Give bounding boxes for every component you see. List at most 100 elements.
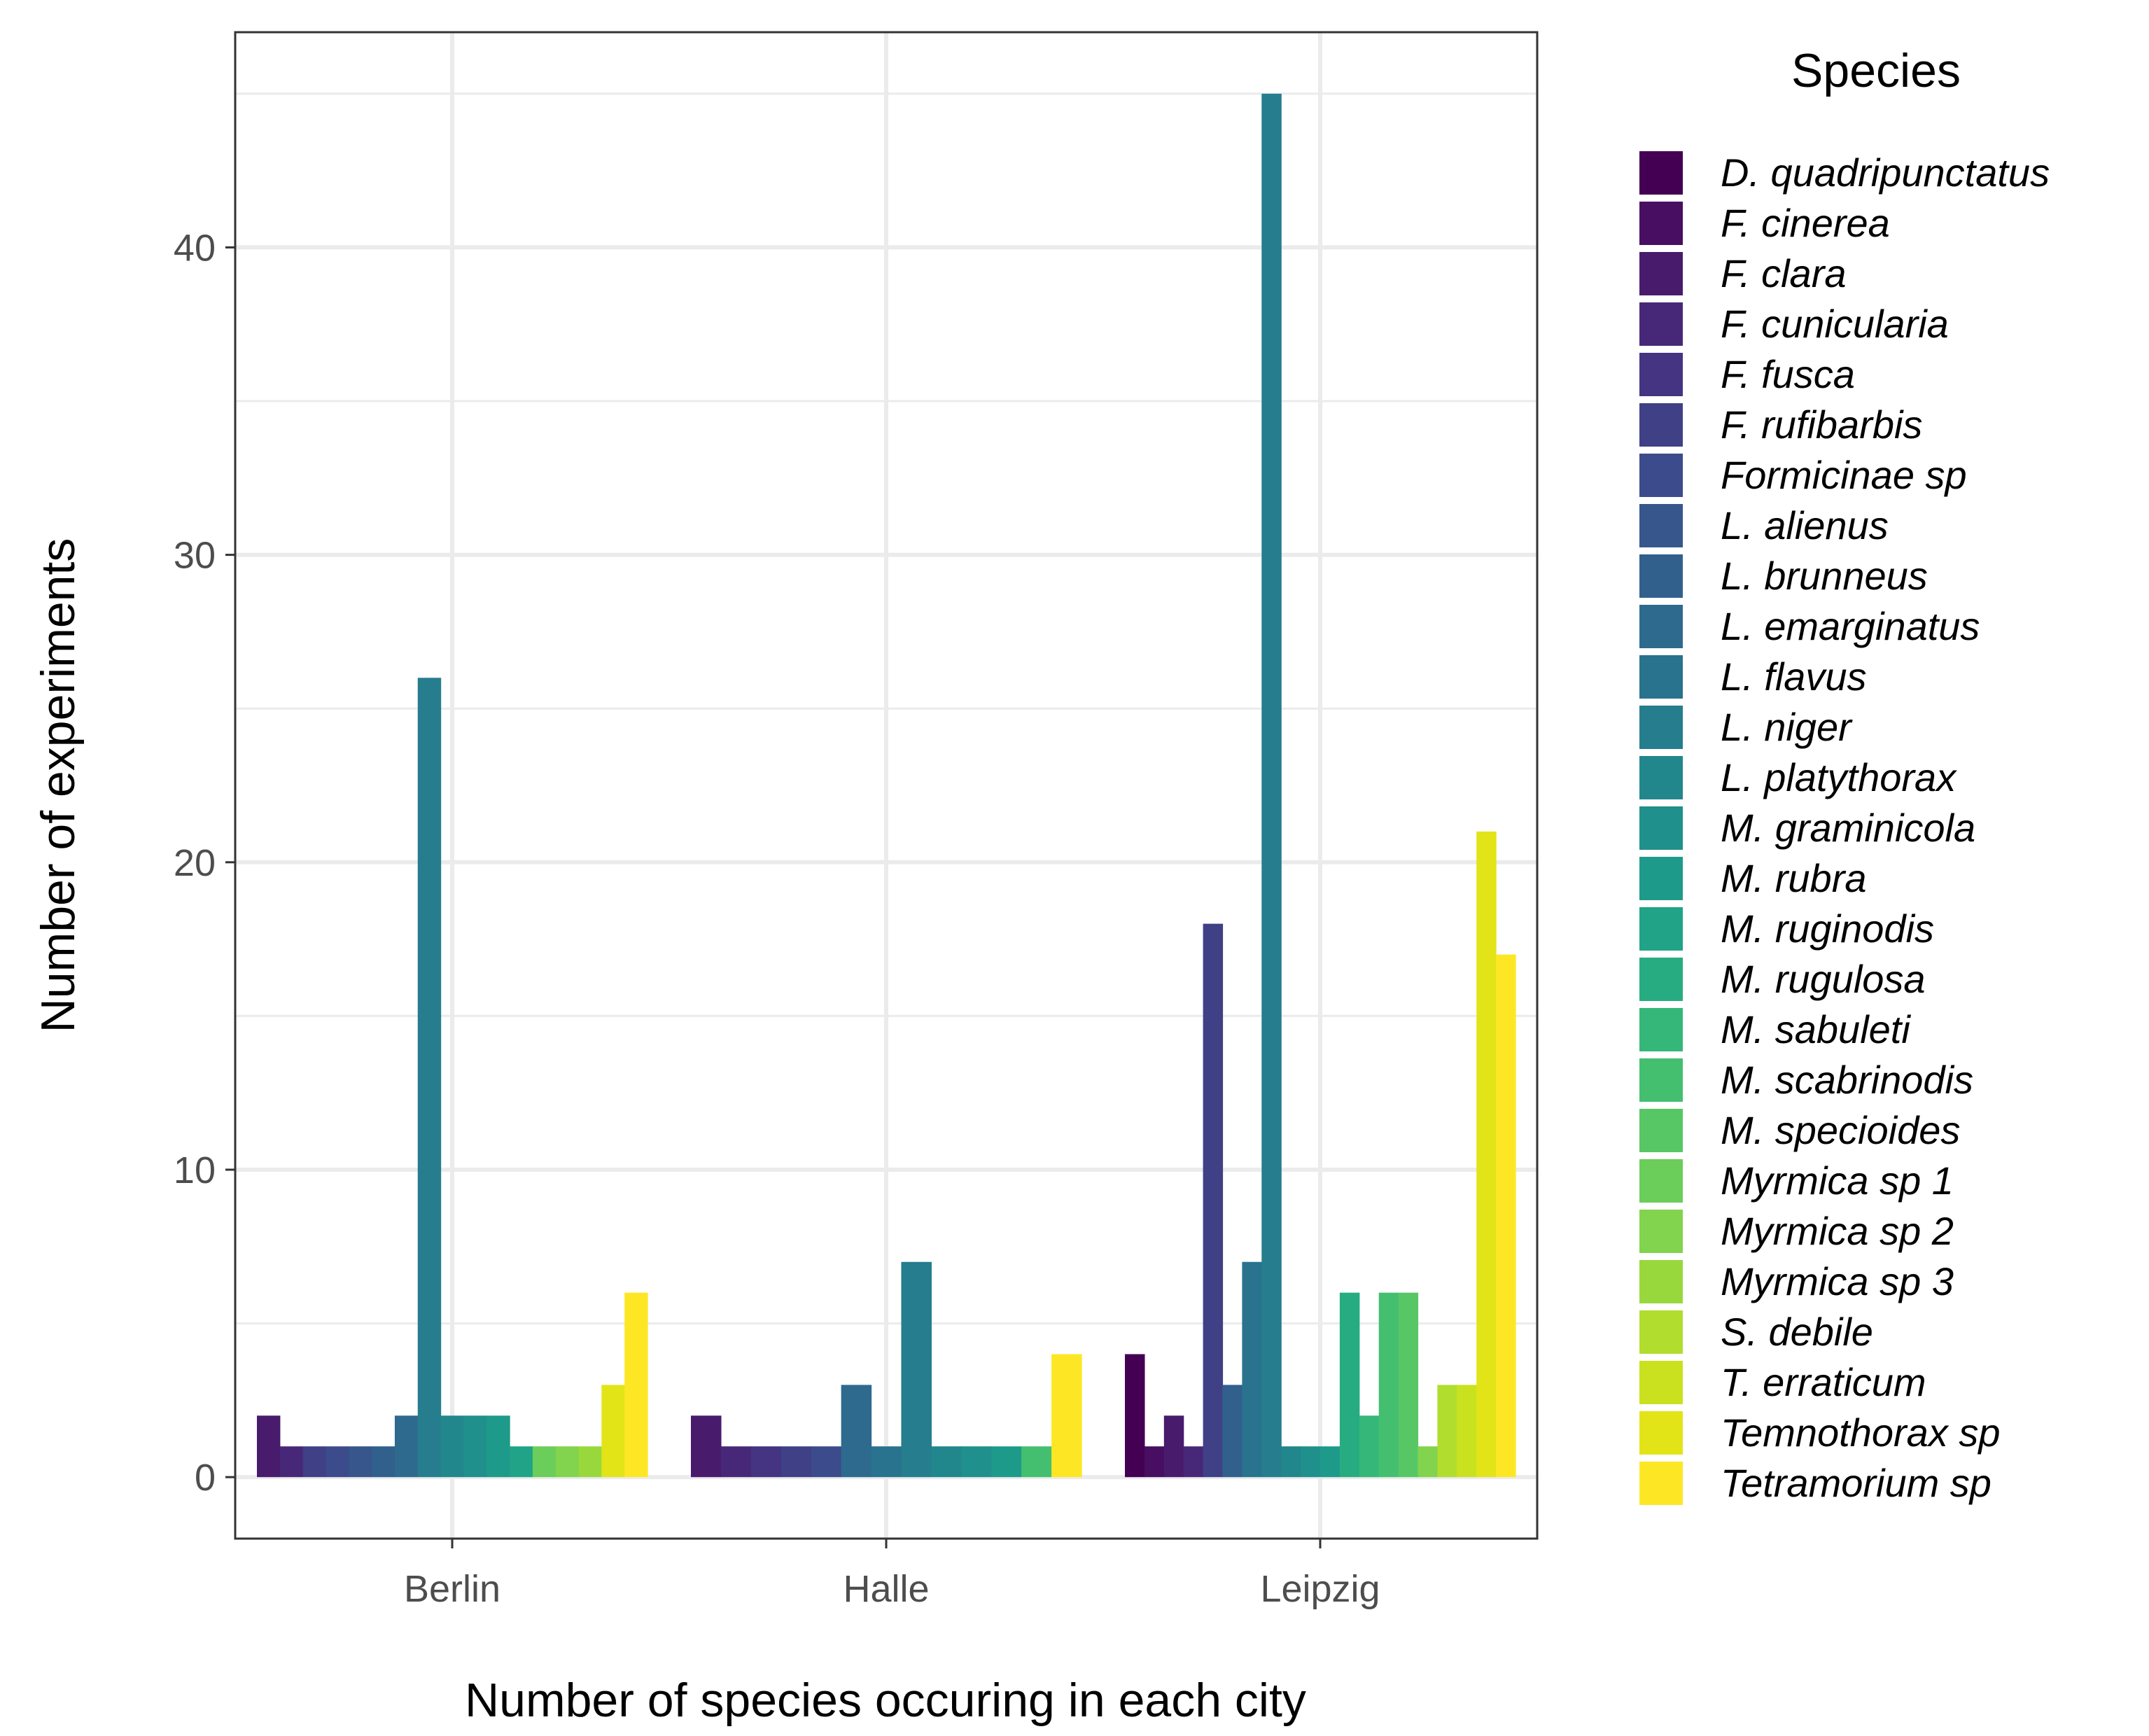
legend-key	[1639, 1210, 1683, 1253]
bar	[1051, 1354, 1082, 1478]
bar	[1222, 1385, 1242, 1478]
bar	[1339, 1292, 1360, 1478]
bar	[780, 1446, 812, 1478]
legend-label: F. cunicularia	[1721, 302, 1949, 346]
legend-label: M. rubra	[1721, 856, 1867, 900]
bar	[1437, 1385, 1457, 1478]
legend-label: S. debile	[1721, 1310, 1873, 1354]
bar	[463, 1415, 487, 1478]
legend-label: M. sabuleti	[1721, 1007, 1911, 1051]
legend-label: L. platythorax	[1721, 755, 1957, 799]
x-tick-labels: Berlin Halle Leipzig	[404, 1568, 1380, 1610]
y-tick-label: 10	[174, 1149, 216, 1191]
legend-label: Myrmica sp 2	[1721, 1209, 1954, 1253]
bar	[1476, 831, 1497, 1478]
legend-label: L. brunneus	[1721, 554, 1928, 598]
bar	[1261, 93, 1282, 1478]
legend-label: L. emarginatus	[1721, 604, 1980, 648]
bar	[326, 1446, 349, 1478]
bar	[1378, 1292, 1399, 1478]
legend-key	[1639, 806, 1683, 850]
legend-label: F. fusca	[1721, 352, 1855, 396]
legend-key	[1639, 454, 1683, 497]
legend-key	[1639, 151, 1683, 195]
legend-key	[1639, 403, 1683, 447]
bar	[1418, 1446, 1438, 1478]
legend-label: Temnothorax sp	[1721, 1410, 2001, 1455]
bar	[1144, 1446, 1165, 1478]
legend-label: Myrmica sp 1	[1721, 1158, 1954, 1203]
legend-key	[1639, 202, 1683, 245]
bar	[417, 678, 442, 1478]
legend-key	[1639, 1008, 1683, 1051]
legend-key	[1639, 605, 1683, 648]
bar	[555, 1446, 580, 1478]
legend-key	[1639, 1058, 1683, 1102]
bar	[349, 1446, 372, 1478]
legend-label: L. flavus	[1721, 654, 1867, 699]
legend-key	[1639, 706, 1683, 749]
bar	[440, 1415, 465, 1478]
legend-items: D. quadripunctatus F. cinerea F. clara F. c…	[1639, 150, 2050, 1505]
bar	[532, 1446, 556, 1478]
legend-key	[1639, 302, 1683, 346]
bar	[257, 1415, 281, 1478]
legend-key	[1639, 655, 1683, 699]
legend-key	[1639, 1411, 1683, 1455]
x-tick-label: Berlin	[404, 1568, 500, 1610]
bar	[601, 1385, 625, 1478]
bar	[961, 1446, 992, 1478]
legend-label: M. specioides	[1721, 1108, 1960, 1152]
bar	[750, 1446, 782, 1478]
x-tick-label: Halle	[843, 1568, 929, 1610]
legend-label: M. rugulosa	[1721, 957, 1926, 1001]
axis-ticks	[225, 246, 1322, 1548]
legend-key	[1639, 504, 1683, 547]
bar	[1301, 1446, 1321, 1478]
legend-key	[1639, 857, 1683, 900]
bar	[1457, 1385, 1477, 1478]
bar	[578, 1446, 602, 1478]
bar	[279, 1446, 304, 1478]
bar	[1496, 954, 1516, 1478]
legend-label: Tetramorium sp	[1721, 1461, 1991, 1505]
legend-key	[1639, 554, 1683, 598]
bar	[871, 1446, 902, 1478]
legend-key	[1639, 907, 1683, 951]
x-axis-title: Number of species occuring in each city	[465, 1674, 1306, 1727]
bar	[811, 1446, 842, 1478]
bar	[1125, 1354, 1145, 1478]
legend-label: F. cinerea	[1721, 201, 1890, 245]
bar	[302, 1446, 327, 1478]
bar	[1242, 1261, 1262, 1478]
legend-key	[1639, 1109, 1683, 1152]
legend-key	[1639, 1462, 1683, 1505]
legend-key	[1639, 1159, 1683, 1203]
legend-label: M. ruginodis	[1721, 906, 1934, 951]
legend-label: M. scabrinodis	[1721, 1058, 1973, 1102]
bar	[1320, 1446, 1340, 1478]
bar	[901, 1261, 932, 1478]
legend-key	[1639, 252, 1683, 295]
bars	[257, 93, 1516, 1478]
x-tick-label: Leipzig	[1260, 1568, 1380, 1610]
bar	[372, 1446, 396, 1478]
y-tick-labels: 0 10 20 30 40	[174, 227, 216, 1499]
bar	[1359, 1415, 1380, 1478]
bar	[1398, 1292, 1419, 1478]
legend-label: L. alienus	[1721, 503, 1889, 547]
bar	[991, 1446, 1022, 1478]
legend-label: Myrmica sp 3	[1721, 1259, 1954, 1303]
y-tick-label: 40	[174, 227, 216, 269]
legend-label: F. clara	[1721, 251, 1846, 295]
legend-key	[1639, 1260, 1683, 1303]
bar	[1021, 1446, 1052, 1478]
bar	[1281, 1446, 1301, 1478]
y-tick-label: 0	[195, 1457, 216, 1499]
major-gridlines	[235, 32, 1537, 1539]
legend-label: M. graminicola	[1721, 806, 1975, 850]
legend: Species D. quadripunctatus F. cinerea F. c…	[1639, 44, 2050, 1505]
legend-label: T. erraticum	[1721, 1360, 1926, 1404]
legend-label: Formicinae sp	[1721, 453, 1967, 497]
